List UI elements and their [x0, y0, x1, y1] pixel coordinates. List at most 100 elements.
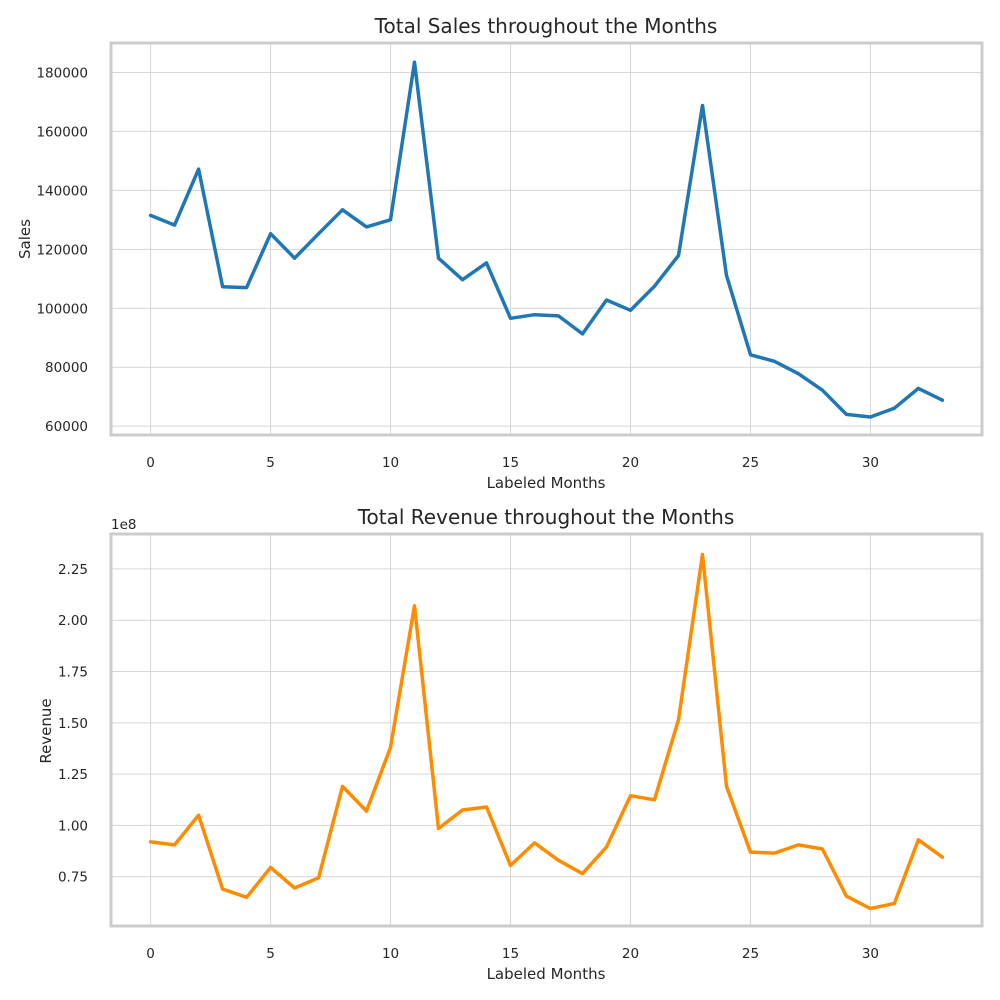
revenue-x-tick-label: 10	[382, 946, 399, 962]
revenue-data-point	[581, 872, 584, 876]
revenue-x-tick-label: 30	[862, 946, 879, 962]
revenue-data-point	[701, 553, 704, 556]
sales-data-point	[557, 314, 560, 318]
revenue-data-point	[533, 841, 536, 845]
revenue-data-point	[293, 886, 297, 890]
sales-data-point	[772, 359, 776, 363]
revenue-data-point	[485, 805, 488, 809]
revenue-data-point	[844, 894, 848, 898]
sales-data-point	[461, 278, 464, 282]
revenue-data-point	[461, 808, 464, 812]
sales-y-axis-label: Sales	[16, 219, 34, 259]
sales-data-point	[796, 372, 800, 376]
revenue-data-point	[437, 827, 440, 830]
revenue-plot-frame	[109, 532, 984, 928]
revenue-chart: Total Revenue throughout the Months 1e8 …	[37, 505, 984, 983]
sales-y-tick-label: 60000	[45, 419, 88, 435]
sales-data-point	[892, 406, 896, 410]
sales-data-point	[485, 261, 488, 265]
revenue-data-point	[341, 784, 344, 788]
revenue-x-tick-label: 15	[502, 946, 519, 962]
sales-y-tick-label: 100000	[36, 301, 88, 317]
sales-x-tick-label: 5	[266, 455, 275, 471]
sales-gridlines	[111, 43, 982, 435]
sales-x-tick-label: 0	[146, 455, 155, 471]
sales-data-point	[844, 412, 848, 416]
sales-data-point	[916, 386, 920, 390]
sales-x-tick-label: 10	[382, 455, 399, 471]
sales-data-point	[749, 353, 752, 357]
sales-data-point	[197, 167, 201, 171]
sales-data-point	[389, 218, 392, 222]
sales-data-point	[221, 285, 225, 289]
revenue-data-point	[820, 847, 824, 851]
revenue-data-point	[629, 794, 632, 798]
revenue-data-point	[749, 850, 752, 854]
revenue-data-point	[653, 798, 656, 802]
revenue-data-point	[149, 840, 153, 844]
revenue-data-point	[509, 864, 512, 867]
revenue-data-point	[868, 907, 872, 911]
sales-data-point	[413, 60, 416, 64]
sales-data-point	[173, 223, 177, 227]
revenue-y-axis-label: Revenue	[37, 698, 55, 763]
revenue-data-point	[772, 851, 776, 855]
sales-data-point	[940, 398, 944, 402]
revenue-x-tick-label: 25	[742, 946, 759, 962]
sales-data-point	[293, 256, 297, 260]
revenue-y-tick-label: 2.00	[58, 613, 88, 629]
revenue-data-point	[940, 855, 944, 859]
revenue-x-tick-label: 0	[146, 946, 155, 962]
sales-x-tick-label: 30	[862, 455, 879, 471]
sales-data-point	[725, 274, 728, 277]
revenue-chart-title: Total Revenue throughout the Months	[357, 505, 735, 529]
revenue-data-point	[317, 876, 321, 880]
revenue-series-line	[148, 552, 945, 911]
sales-data-point	[868, 415, 872, 419]
revenue-data-point	[389, 745, 392, 749]
revenue-y-tick-label: 0.75	[58, 870, 88, 886]
sales-data-point	[149, 213, 153, 217]
revenue-data-point	[605, 845, 608, 849]
sales-data-point	[581, 332, 584, 336]
sales-y-tick-label: 180000	[36, 65, 88, 81]
revenue-data-point	[557, 858, 560, 862]
sales-y-tick-label: 140000	[36, 183, 88, 199]
sales-data-point	[437, 256, 440, 260]
sales-x-ticks: 0 5 10 15 20 25 30	[146, 455, 879, 471]
revenue-data-point	[677, 718, 680, 722]
sales-data-point	[341, 208, 344, 212]
sales-data-point	[317, 232, 321, 236]
sales-chart-title: Total Sales throughout the Months	[374, 14, 718, 38]
revenue-y-tick-label: 1.50	[58, 716, 88, 732]
revenue-x-tick-label: 5	[266, 946, 275, 962]
sales-data-point	[677, 254, 680, 257]
revenue-data-point	[916, 838, 920, 842]
revenue-data-point	[173, 843, 177, 847]
revenue-x-axis-label: Labeled Months	[487, 965, 606, 983]
revenue-x-tick-label: 20	[622, 946, 639, 962]
revenue-data-point	[221, 887, 225, 891]
revenue-data-point	[365, 809, 368, 813]
sales-data-point	[245, 286, 249, 290]
revenue-data-point	[413, 604, 416, 608]
sales-data-point	[820, 388, 824, 392]
sales-x-tick-label: 20	[622, 455, 639, 471]
revenue-y-tick-label: 2.25	[58, 562, 88, 578]
revenue-data-points	[149, 553, 944, 911]
revenue-data-point	[245, 895, 249, 899]
sales-data-point	[365, 225, 368, 229]
sales-data-point	[533, 313, 536, 317]
sales-y-tick-label: 80000	[45, 360, 88, 376]
sales-data-point	[653, 284, 656, 288]
sales-data-point	[509, 316, 512, 320]
sales-data-point	[605, 298, 608, 302]
revenue-y-offset-label: 1e8	[111, 517, 136, 533]
revenue-y-ticks: 0.75 1.00 1.25 1.50 1.75 2.00 2.25	[58, 562, 88, 886]
sales-y-tick-label: 120000	[36, 242, 88, 258]
revenue-data-point	[725, 784, 728, 788]
revenue-data-point	[197, 813, 201, 817]
revenue-y-tick-label: 1.00	[58, 818, 88, 834]
revenue-x-ticks: 0 5 10 15 20 25 30	[146, 946, 879, 962]
